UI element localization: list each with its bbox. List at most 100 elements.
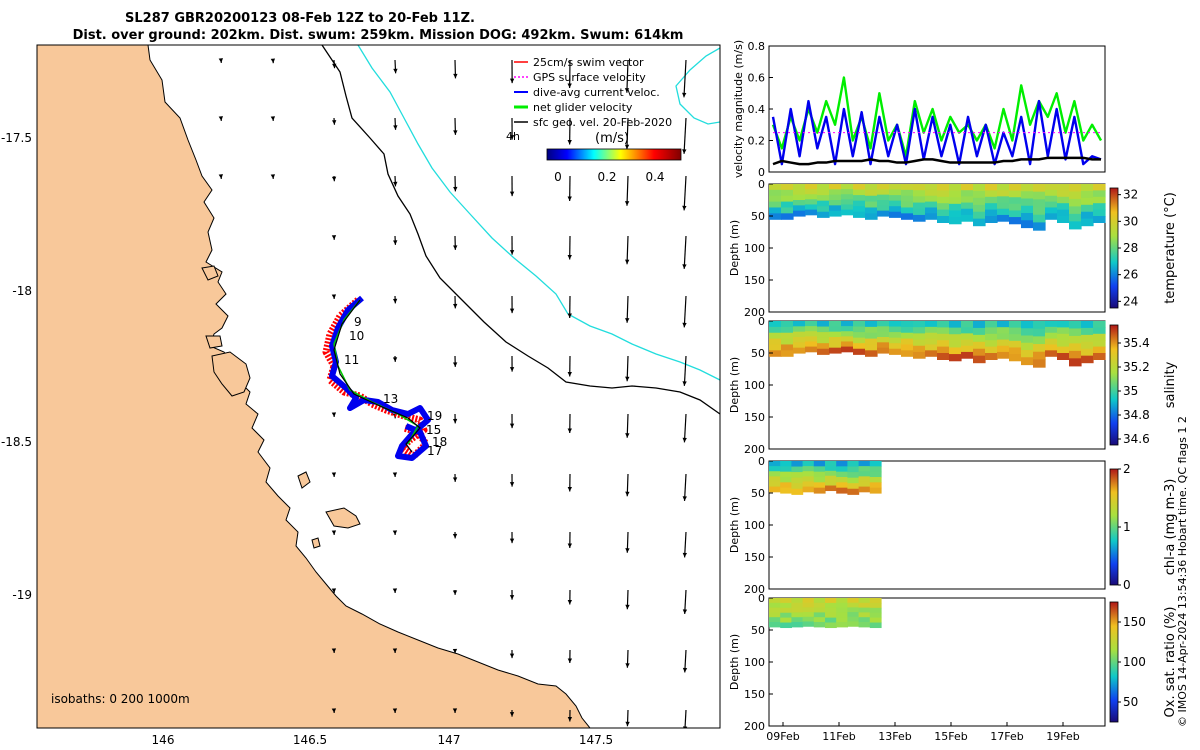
heatmap-cell — [889, 189, 902, 196]
heatmap-cell — [901, 332, 914, 340]
current-arrowhead — [453, 130, 458, 135]
colorbar-tick-label: 1 — [1123, 520, 1131, 534]
heatmap-cell — [780, 617, 792, 624]
track-blue-current — [329, 295, 431, 461]
heatmap-cell — [836, 477, 848, 483]
date-tick-label: 19Feb — [1046, 730, 1079, 743]
heatmap-cell — [841, 199, 854, 206]
heatmap-cell — [913, 321, 926, 328]
heatmap-cell — [769, 486, 781, 493]
depth-tick-label: 0 — [758, 178, 765, 191]
heatmap-cell — [853, 337, 866, 344]
heatmap-cell — [780, 598, 792, 604]
heatmap-cell — [1057, 333, 1070, 341]
heatmap-cell — [1009, 321, 1022, 329]
heatmap-cell — [817, 184, 830, 191]
heatmap-cell — [780, 482, 792, 489]
heatmap-cell — [791, 488, 804, 495]
heatmap-cell — [817, 348, 830, 355]
heatmap-cell — [913, 339, 926, 347]
heatmap-cell — [889, 200, 902, 207]
current-arrowhead — [509, 78, 515, 84]
heatmap-cell — [869, 482, 882, 489]
speed-colorbar-tick: 0.4 — [645, 170, 664, 184]
heatmap-cell — [997, 351, 1010, 359]
heatmap-cell — [817, 195, 830, 202]
heatmap-cell — [925, 207, 938, 214]
heatmap-cell — [769, 617, 781, 623]
heatmap-cell — [937, 321, 950, 328]
current-arrowhead — [331, 412, 337, 417]
lon-tick: 147 — [438, 733, 461, 747]
heatmap-cell — [825, 602, 837, 609]
heatmap-cell — [973, 334, 986, 343]
current-arrowhead — [625, 318, 630, 323]
heatmap-cell — [973, 355, 986, 364]
depth-tick-label: 100 — [744, 379, 765, 392]
heatmap-cell — [949, 327, 962, 335]
current-arrowhead — [509, 712, 515, 717]
heatmap-cell — [1045, 207, 1058, 214]
heatmap-cell — [877, 194, 890, 201]
heatmap-cell — [1093, 196, 1106, 204]
heatmap-cell — [829, 342, 842, 349]
heatmap-cell — [1009, 340, 1022, 349]
current-arrowhead — [567, 599, 573, 605]
heatmap-cell — [1045, 213, 1058, 220]
heatmap-cell — [829, 189, 842, 196]
heatmap-cell — [869, 598, 882, 604]
day-label: 13 — [383, 392, 398, 406]
heatmap-cell — [805, 204, 818, 211]
current-arrowhead — [682, 322, 687, 328]
isobaths-label: isobaths: 0 200 1000m — [51, 692, 190, 706]
heatmap-cell — [813, 487, 826, 494]
heatmap-cell — [829, 326, 842, 333]
depth-tick-label: 0 — [758, 315, 765, 328]
current-arrowhead — [509, 653, 515, 659]
heatmap-cell — [793, 205, 806, 212]
heatmap-cell — [1021, 350, 1034, 358]
heatmap-cell — [802, 616, 815, 623]
heatmap-cell — [1009, 190, 1022, 198]
heatmap-cell — [961, 202, 974, 210]
heatmap-cell — [805, 189, 818, 195]
current-arrow — [683, 413, 687, 443]
heatmap-cell — [847, 612, 860, 618]
heatmap-cell — [961, 321, 974, 328]
depth-tick-label: 100 — [744, 242, 765, 255]
island-small-3 — [311, 537, 321, 549]
heatmap-cell — [1045, 338, 1058, 346]
current-arrowhead — [331, 588, 337, 593]
heatmap-cell — [858, 481, 871, 488]
heatmap-cell — [1057, 353, 1070, 360]
heatmap-cell — [865, 326, 878, 334]
heatmap-cell — [1081, 327, 1094, 336]
lon-tick: 147.5 — [579, 733, 613, 747]
heatmap-cell — [829, 200, 842, 206]
current-arrowhead — [625, 604, 630, 610]
heatmap-cell — [1021, 342, 1034, 351]
heatmap-cell — [769, 201, 782, 209]
current-arrowhead — [567, 543, 573, 548]
current-arrow — [626, 117, 629, 150]
current-arrowhead — [682, 92, 687, 98]
colorbar-tick-label: 34.8 — [1123, 408, 1150, 422]
heatmap-cell — [1021, 198, 1034, 207]
heatmap-cell — [781, 350, 794, 357]
heatmap-cell — [865, 207, 878, 214]
current-arrowhead — [453, 303, 458, 309]
island-small-1 — [201, 265, 219, 281]
heatmap-cell — [858, 617, 871, 623]
current-arrowhead — [331, 294, 337, 299]
current-arrowhead — [509, 482, 515, 487]
current-arrowhead — [509, 367, 515, 372]
colorbar-tick-label: 35 — [1123, 384, 1138, 398]
mainland-coast — [37, 45, 591, 728]
depth-tick-label: 50 — [751, 624, 765, 637]
heatmap-cell — [949, 354, 962, 362]
heatmap-cell — [805, 209, 818, 216]
heatmap-cell — [1045, 350, 1058, 357]
heatmap-cell — [1093, 216, 1106, 223]
current-arrowhead — [624, 88, 630, 93]
current-arrowhead — [392, 298, 398, 304]
